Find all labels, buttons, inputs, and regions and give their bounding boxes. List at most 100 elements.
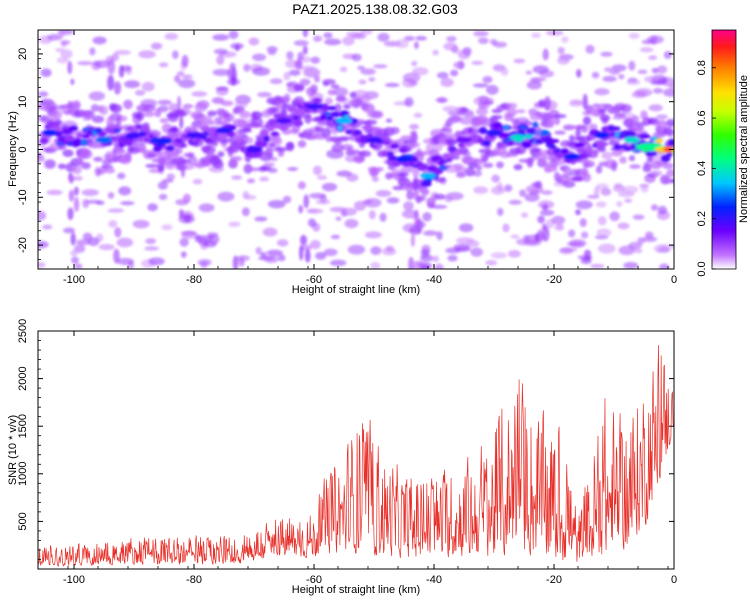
spectrogram-cell — [510, 234, 520, 239]
spectrogram-cell — [595, 201, 607, 208]
spectrogram-cell — [182, 193, 191, 204]
spectrogram-cell — [450, 69, 459, 77]
spectrogram-cell — [56, 57, 69, 64]
spectrogram-cell — [426, 197, 436, 207]
spectrogram-cell — [278, 123, 289, 131]
spectrogram-cell — [466, 240, 480, 248]
spectrogram-cell — [666, 119, 674, 128]
colorbar-label: Normalized spectral amplitude — [738, 75, 750, 223]
spectrogram-cell — [583, 249, 592, 258]
spectrogram-cell — [506, 141, 515, 147]
spectrogram-cell — [534, 180, 543, 189]
spectrogram-cell — [392, 185, 404, 191]
spectrogram-cell — [298, 204, 304, 214]
spectrogram-cell — [557, 46, 565, 55]
spectrogram-cell — [183, 214, 192, 223]
spectrogram-cell — [370, 261, 381, 269]
spectrogram-cell — [233, 105, 245, 114]
spectrogram-cell — [293, 119, 304, 127]
spectrogram-cell — [590, 263, 605, 269]
spectrogram-cell — [347, 244, 366, 255]
spectrogram-cell — [98, 243, 115, 251]
spectrogram-cell — [68, 125, 79, 132]
spectrogram-cell — [656, 65, 668, 74]
spectrogram-cell — [581, 124, 589, 133]
spectrogram-cell — [435, 97, 449, 103]
spectrogram-cell — [89, 47, 96, 56]
spectrogram-cell — [234, 44, 240, 52]
spectrogram-cell — [107, 59, 116, 75]
spectrogram-cell — [304, 249, 311, 263]
snr-x-label: Height of straight line (km) — [292, 584, 420, 596]
spectrogram-cell — [622, 185, 639, 194]
spectrogram-peak — [564, 153, 580, 160]
spectrogram-cell — [315, 252, 327, 260]
spectrogram-cell — [299, 244, 304, 261]
spectrogram-cell — [594, 88, 610, 96]
spectrogram-cell — [335, 96, 347, 102]
spectrogram-cell — [337, 125, 343, 131]
spectrogram-cell — [72, 176, 83, 181]
spectrogram-cell — [601, 151, 613, 160]
spectrogram-cell — [471, 60, 484, 65]
spectrogram-cell — [358, 79, 367, 85]
spectrogram-cell — [592, 148, 600, 155]
spectrogram-cell — [346, 147, 354, 153]
spectrogram-x-tick-label: -40 — [426, 274, 442, 286]
spectrogram-cell — [634, 248, 643, 254]
spectrogram-cell — [293, 96, 305, 105]
spectrogram-cell — [663, 88, 674, 97]
spectrogram-cell — [653, 87, 664, 94]
spectrogram-cell — [447, 254, 458, 262]
spectrogram-cell — [626, 79, 641, 85]
spectrogram-cell — [607, 109, 621, 114]
spectrogram-cell — [182, 103, 194, 109]
spectrogram-cell — [330, 234, 341, 240]
spectrogram-cell — [38, 240, 49, 249]
spectrogram-cell — [648, 55, 658, 60]
spectrogram-cell — [310, 84, 318, 94]
spectrogram-cell — [243, 163, 253, 174]
spectrogram-cell — [179, 237, 189, 247]
spectrogram-cell — [597, 216, 607, 226]
spectrogram-cell — [524, 192, 540, 202]
spectrogram-cell — [619, 156, 627, 164]
spectrogram-cell — [286, 51, 294, 60]
spectrogram-cell — [436, 72, 449, 79]
spectrogram-cell — [267, 51, 277, 56]
spectrogram-cell — [304, 114, 312, 124]
spectrogram-cell — [666, 169, 674, 178]
spectrogram-cell — [317, 121, 329, 126]
spectrogram-cell — [49, 101, 57, 109]
spectrogram-cell — [602, 103, 614, 112]
spectrogram-cell — [242, 191, 250, 199]
spectrogram-cell — [516, 109, 526, 114]
spectrogram-cell — [575, 126, 581, 141]
spectrogram-cell — [525, 70, 533, 75]
spectrogram-cell — [475, 107, 489, 116]
spectrogram-cell — [486, 84, 499, 95]
spectrogram-cell — [108, 220, 118, 228]
spectrogram-cell — [320, 127, 332, 138]
spectrogram-cell — [662, 162, 674, 170]
spectrogram-cell — [326, 105, 337, 111]
spectrogram-cell — [297, 181, 306, 190]
spectrogram-cell — [288, 69, 301, 76]
spectrogram-cell — [491, 114, 503, 120]
spectrogram-cell — [147, 203, 158, 212]
spectrogram-cell — [115, 115, 122, 131]
spectrogram-cell — [107, 74, 115, 91]
spectrogram-cell — [400, 135, 414, 140]
spectrogram-cell — [595, 165, 603, 174]
spectrogram-cell — [302, 30, 309, 38]
spectrogram-cell — [482, 100, 494, 106]
spectrogram-cell — [656, 138, 663, 144]
spectrogram-cell — [49, 109, 63, 120]
spectrogram-cell — [611, 64, 627, 72]
spectrogram-cell — [307, 218, 316, 228]
spectrogram-cell — [346, 173, 359, 182]
spectrogram-cell — [473, 186, 489, 194]
spectrogram-cell — [332, 111, 340, 118]
spectrogram-cell — [225, 113, 235, 122]
